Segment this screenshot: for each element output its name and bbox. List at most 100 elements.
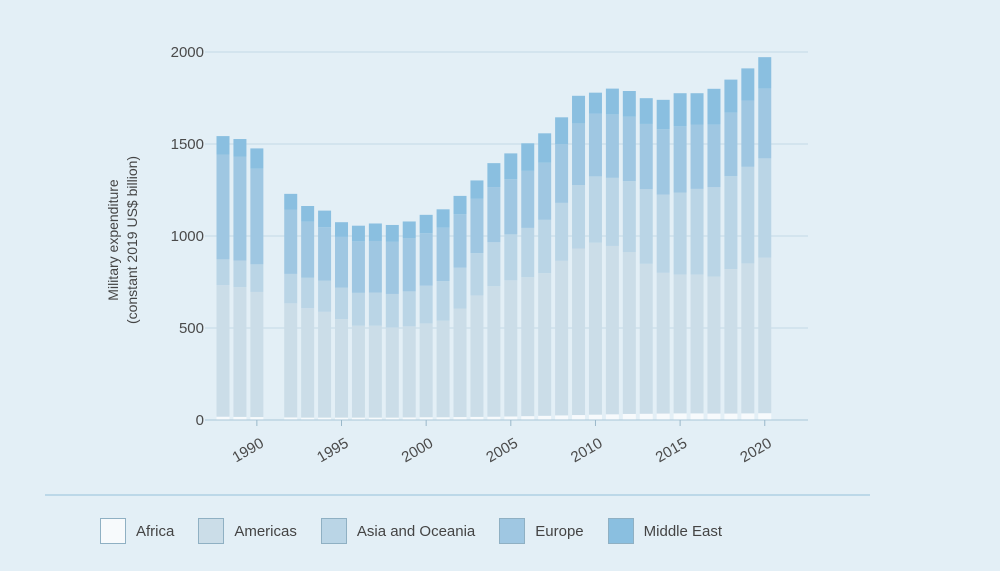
bar-segment-asia-and-oceania	[216, 259, 230, 286]
bar-segment-americas	[233, 287, 247, 417]
bar-segment-europe	[504, 179, 518, 235]
y-axis-ticks: 0 500 1000 1500 2000	[171, 44, 204, 429]
bar-group-1994	[318, 210, 332, 420]
bar-group-2004	[487, 163, 501, 420]
bar-group-2007	[538, 133, 552, 420]
legend-label: Asia and Oceania	[356, 522, 476, 540]
bar-segment-middle-east	[572, 95, 586, 124]
bar-segment-africa	[301, 417, 315, 420]
bar-segment-middle-east	[521, 143, 535, 171]
bar-group-2003	[470, 180, 484, 420]
bar-segment-middle-east	[538, 133, 552, 163]
bar-segment-asia-and-oceania	[504, 234, 518, 281]
bar-segment-europe	[301, 221, 315, 278]
bar-segment-americas	[605, 245, 619, 415]
bar-group-2011	[605, 88, 619, 420]
legend-label: Americas	[234, 522, 297, 540]
bar-segment-middle-east	[318, 210, 332, 228]
bar-group-2017	[707, 88, 721, 420]
bar-segment-europe	[453, 214, 467, 268]
bar-segment-americas	[453, 308, 467, 418]
bar-segment-middle-east	[453, 195, 467, 215]
legend-item-americas: Americas	[198, 518, 297, 544]
bar-group-1988	[216, 136, 230, 420]
bar-segment-africa	[419, 417, 433, 420]
bar-segment-europe	[690, 124, 704, 189]
bar-segment-middle-east	[758, 57, 772, 89]
bar-segment-europe	[419, 233, 433, 286]
bar-segment-africa	[504, 416, 518, 420]
bar-segment-africa	[622, 413, 636, 420]
legend-item-africa: Africa	[100, 518, 174, 544]
bar-segment-africa	[385, 417, 399, 420]
bar-segment-americas	[250, 291, 264, 418]
bar-segment-americas	[673, 274, 687, 414]
bar-segment-middle-east	[368, 223, 382, 241]
bar-segment-americas	[351, 325, 365, 418]
bar-segment-africa	[233, 416, 247, 420]
bar-segment-europe	[521, 170, 535, 228]
x-tick-label: 1990	[229, 435, 266, 466]
bar-segment-americas	[385, 327, 399, 418]
y-tick-label: 1500	[171, 136, 204, 153]
bar-segment-middle-east	[284, 193, 298, 210]
bar-segment-middle-east	[639, 98, 653, 124]
bar-segment-asia-and-oceania	[656, 194, 670, 273]
bar-segment-europe	[351, 241, 365, 293]
x-tick-label: 2020	[737, 435, 774, 466]
bar-segment-americas	[741, 263, 755, 414]
bar-group-2009	[572, 95, 586, 420]
bar-group-2002	[453, 195, 467, 420]
bar-segment-middle-east	[301, 206, 315, 222]
bar-group-2006	[521, 143, 535, 420]
bar-segment-africa	[758, 413, 772, 420]
bar-segment-africa	[605, 414, 619, 420]
y-tick-label: 2000	[171, 44, 204, 61]
bar-segment-europe	[572, 123, 586, 186]
bar-segment-africa	[351, 417, 365, 420]
bar-group-1997	[368, 223, 382, 420]
legend-label: Africa	[136, 522, 175, 540]
bar-segment-middle-east	[233, 139, 247, 157]
legend-swatch	[499, 518, 526, 544]
bar-segment-middle-east	[504, 153, 518, 180]
bar-segment-africa	[741, 413, 755, 420]
bar-segment-europe	[436, 227, 450, 282]
bar-segment-americas	[419, 323, 433, 418]
bar-segment-africa	[216, 416, 230, 420]
legend-label: Europe	[535, 522, 584, 540]
bar-segment-middle-east	[402, 221, 416, 239]
bar-segment-asia-and-oceania	[588, 176, 602, 243]
bar-segment-europe	[402, 238, 416, 292]
x-tick-label: 1995	[314, 435, 351, 466]
bar-segment-middle-east	[690, 93, 704, 125]
bar-segment-africa	[690, 413, 704, 420]
bar-segment-europe	[250, 168, 264, 265]
bar-segment-europe	[741, 100, 755, 167]
bar-segment-asia-and-oceania	[690, 188, 704, 275]
bar-segment-asia-and-oceania	[555, 202, 569, 261]
bar-group-2019	[741, 68, 755, 420]
bar-segment-americas	[436, 320, 450, 418]
bar-segment-africa	[521, 416, 535, 420]
bar-segment-asia-and-oceania	[572, 185, 586, 249]
bar-segment-asia-and-oceania	[419, 285, 433, 324]
bar-segment-europe	[656, 129, 670, 195]
bar-segment-americas	[572, 248, 586, 416]
bar-segment-asia-and-oceania	[470, 253, 484, 296]
legend-divider	[45, 494, 870, 496]
bar-segment-africa	[555, 415, 569, 420]
bar-group-2014	[656, 99, 670, 420]
bar-segment-europe	[318, 227, 332, 281]
bar-segment-asia-and-oceania	[453, 267, 467, 309]
bar-segment-europe	[673, 126, 687, 193]
bar-segment-middle-east	[487, 163, 501, 188]
bar-segment-americas	[402, 326, 416, 418]
y-axis-label-line-2: (constant 2019 US$ billion)	[124, 156, 140, 324]
bar-segment-americas	[538, 273, 552, 416]
bar-segment-americas	[368, 325, 382, 418]
bar-segment-asia-and-oceania	[741, 166, 755, 264]
bar-segment-americas	[724, 269, 738, 414]
legend-swatch	[607, 518, 634, 544]
bar-segment-asia-and-oceania	[521, 227, 535, 278]
